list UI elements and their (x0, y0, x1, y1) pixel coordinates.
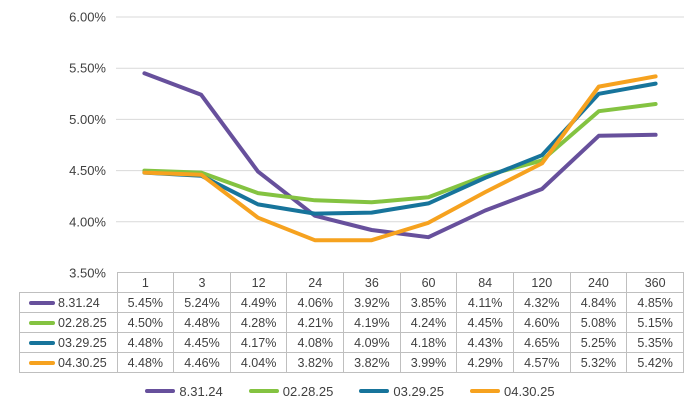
table-value-cell: 5.32% (569, 352, 628, 373)
table-value-cell: 4.46% (173, 352, 231, 373)
table-value-cell: 4.29% (456, 352, 514, 373)
series-label: 02.28.25 (20, 315, 116, 330)
table-value-cell: 4.48% (173, 312, 231, 333)
table-value-cell: 3.99% (399, 352, 458, 373)
table-header-cell: 360 (626, 272, 684, 293)
series-label: 03.29.25 (20, 335, 116, 350)
table-value-cell: 4.19% (343, 312, 401, 333)
table-value-cell: 4.45% (456, 312, 514, 333)
series-label-cell: 8.31.24 (19, 292, 118, 313)
table-value-cell: 4.84% (569, 292, 628, 313)
legend-label: 04.30.25 (503, 383, 555, 399)
table-value-cell: 4.48% (116, 332, 175, 353)
table-value-cell: 3.82% (343, 352, 401, 373)
series-name: 04.30.25 (58, 355, 107, 370)
table-value-cell: 4.57% (512, 352, 571, 373)
legend-item-04.30.25: 04.30.25 (469, 383, 555, 399)
table-row-8.31.24: 8.31.24 5.45% 5.24% 4.49% 4.06% 3.92% 3.85% 4.1… (19, 292, 684, 313)
table-header-cell: 3 (173, 272, 231, 293)
y-axis-tick-label: 4.00% (69, 214, 106, 229)
legend-item-8.31.24: 8.31.24 (145, 383, 223, 399)
table-header-cell: 240 (569, 272, 628, 293)
table-value-cell: 4.60% (512, 312, 571, 333)
table-value-cell: 5.08% (569, 312, 628, 333)
table-value-cell: 4.08% (286, 332, 345, 353)
series-line-04.30.25 (142, 74, 658, 243)
table-value-cell: 4.85% (626, 292, 684, 313)
table-header-cell: 120 (512, 272, 571, 293)
table-value-cell: 4.50% (116, 312, 175, 333)
legend-label: 02.28.25 (282, 383, 334, 399)
table-header-row: 1 3 12 24 36 60 84 120 240 360 (20, 272, 684, 293)
series-name: 02.28.25 (58, 315, 107, 330)
series-label-cell: 03.29.25 (19, 332, 118, 353)
table-header-cell: 84 (456, 272, 514, 293)
series-line-03.29.25 (142, 81, 658, 216)
table-value-cell: 3.82% (286, 352, 345, 373)
table-header-cell: 36 (343, 272, 401, 293)
table-value-cell: 3.85% (399, 292, 458, 313)
table-body: 8.31.24 5.45% 5.24% 4.49% 4.06% 3.92% 3.85% 4.1… (19, 292, 684, 373)
table-value-cell: 4.04% (229, 352, 288, 373)
table-value-cell: 4.32% (512, 292, 571, 313)
table-value-cell: 4.45% (173, 332, 231, 353)
table-header-cell: 60 (399, 272, 458, 293)
legend-key-line-icon (469, 389, 500, 393)
series-label-cell: 02.28.25 (19, 312, 118, 333)
legend-key-line-icon (359, 389, 390, 393)
series-name: 8.31.24 (58, 295, 100, 310)
series-label: 8.31.24 (20, 295, 116, 310)
table-header-row: 1 3 12 24 36 60 84 120 240 360 (20, 272, 684, 293)
table-row-03.29.25: 03.29.25 4.48% 4.45% 4.17% 4.08% 4.09% 4.18% 4.… (19, 332, 684, 353)
table-value-cell: 4.06% (286, 292, 345, 313)
table-header-cell: 1 (116, 272, 175, 293)
table-row-02.28.25: 02.28.25 4.50% 4.48% 4.28% 4.21% 4.19% 4.24% 4.… (19, 312, 684, 333)
chart-data-table: 1 3 12 24 36 60 84 120 240 360 8.31.24 5.45% 5.24% 4… (19, 272, 684, 373)
series-key-line-icon (29, 300, 55, 305)
table-value-cell: 4.18% (399, 332, 458, 353)
series-line-02.28.25 (142, 102, 658, 205)
legend-key-line-icon (145, 389, 176, 393)
plot-area: 6.00%5.50%5.00%4.50%4.00%3.50% (69, 10, 684, 281)
table-value-cell: 5.42% (626, 352, 684, 373)
series-name: 03.29.25 (58, 335, 107, 350)
table-value-cell: 4.21% (286, 312, 345, 333)
series-key-line-icon (29, 340, 55, 345)
table-value-cell: 4.09% (343, 332, 401, 353)
y-axis-tick-label: 5.50% (69, 61, 106, 76)
table-value-cell: 4.24% (399, 312, 458, 333)
table-value-cell: 4.43% (456, 332, 514, 353)
chart-legend: 8.31.24 02.28.25 03.29.25 04.30.25 (0, 380, 700, 402)
table-value-cell: 4.28% (229, 312, 288, 333)
legend-label: 03.29.25 (393, 383, 444, 399)
y-axis-tick-label: 5.00% (69, 112, 106, 127)
table-value-cell: 4.65% (512, 332, 571, 353)
series-label-cell: 04.30.25 (19, 352, 118, 373)
table-header-cell: 24 (286, 272, 345, 293)
table-value-cell: 5.35% (626, 332, 684, 353)
table-value-cell: 5.25% (569, 332, 628, 353)
legend-item-02.28.25: 02.28.25 (248, 383, 334, 399)
series-label: 04.30.25 (20, 355, 116, 370)
table-value-cell: 3.92% (343, 292, 401, 313)
y-axis-tick-label: 6.00% (69, 10, 106, 25)
table-value-cell: 4.49% (229, 292, 288, 313)
table-value-cell: 4.11% (456, 292, 514, 313)
table-value-cell: 4.48% (116, 352, 175, 373)
y-axis-tick-label: 4.50% (69, 163, 106, 178)
table-header-cell: 12 (229, 272, 288, 293)
table-row-04.30.25: 04.30.25 4.48% 4.46% 4.04% 3.82% 3.82% 3.99% 4.… (19, 352, 684, 373)
table-value-cell: 5.24% (173, 292, 231, 313)
table-value-cell: 5.45% (116, 292, 175, 313)
legend-label: 8.31.24 (179, 383, 223, 399)
table-corner-cell (20, 273, 118, 293)
legend-item-03.29.25: 03.29.25 (359, 384, 444, 399)
table-value-cell: 4.17% (229, 332, 288, 353)
table-value-cell: 5.15% (626, 312, 684, 333)
legend-key-line-icon (248, 389, 279, 393)
series-key-line-icon (29, 360, 55, 365)
series-line-8.31.24 (142, 71, 658, 240)
series-key-line-icon (29, 320, 55, 325)
